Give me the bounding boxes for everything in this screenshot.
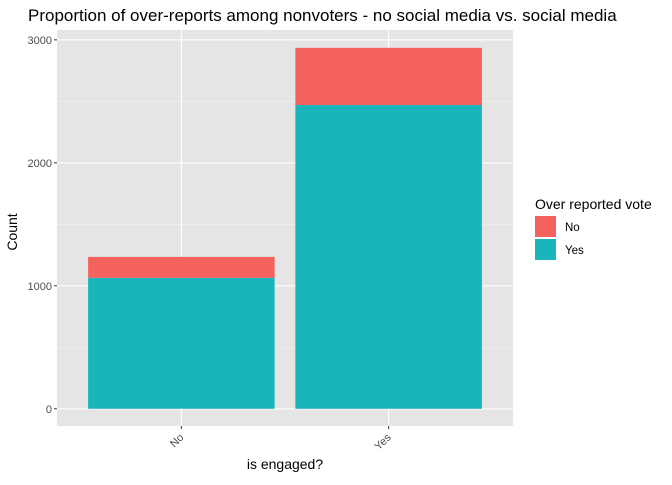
legend-label: No (565, 222, 580, 234)
legend-key-no (535, 216, 556, 237)
y-tick-label: 1000 (28, 281, 52, 293)
chart-title: Proportion of over-reports among nonvote… (28, 6, 617, 25)
legend-title: Over reported vote (535, 196, 652, 212)
bars (88, 47, 482, 409)
x-tick-label: Yes (373, 431, 395, 453)
bar-yes-no (295, 47, 482, 106)
legend-key-yes (535, 239, 556, 260)
bar-no-no (88, 256, 275, 278)
y-axis: 0 1000 2000 3000 (28, 35, 57, 416)
bar-yes-yes (295, 105, 482, 409)
bar-no-yes (88, 277, 275, 409)
legend: Over reported vote No Yes (535, 196, 652, 260)
y-tick-label: 3000 (28, 35, 52, 47)
x-axis: No Yes (168, 426, 394, 453)
y-tick-label: 2000 (28, 158, 52, 170)
x-axis-title: is engaged? (247, 456, 324, 472)
y-tick-label: 0 (46, 404, 52, 416)
legend-label: Yes (565, 245, 584, 257)
x-tick-label: No (168, 432, 186, 450)
y-axis-title: Count (4, 213, 20, 250)
